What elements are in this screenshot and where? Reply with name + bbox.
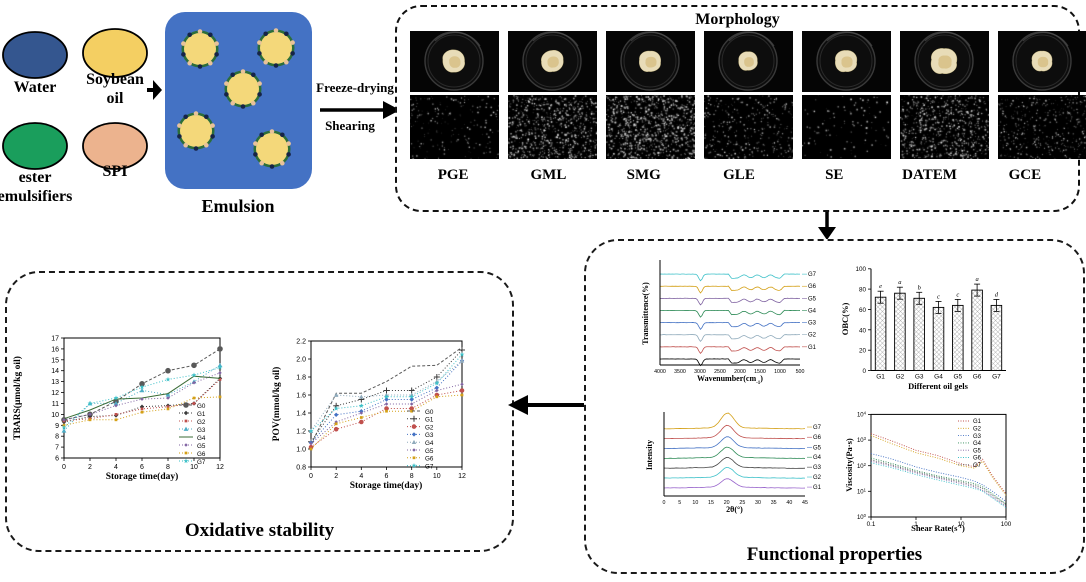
svg-text:G2: G2 (808, 333, 817, 339)
svg-text:G3: G3 (808, 321, 817, 327)
svg-text:G6: G6 (808, 284, 817, 290)
svg-text:4000: 4000 (654, 369, 666, 375)
svg-text:1000: 1000 (774, 369, 786, 375)
svg-text:G7: G7 (808, 272, 817, 278)
svg-text:3500: 3500 (674, 369, 686, 375)
svg-text:G1: G1 (808, 345, 817, 351)
svg-text:G4: G4 (808, 308, 817, 314)
svg-text:G5: G5 (808, 296, 817, 302)
svg-text:Transmittence(%): Transmittence(%) (641, 282, 650, 345)
svg-text:500: 500 (796, 369, 805, 375)
svg-text:Wavenumber(cm-1): Wavenumber(cm-1) (697, 374, 763, 386)
